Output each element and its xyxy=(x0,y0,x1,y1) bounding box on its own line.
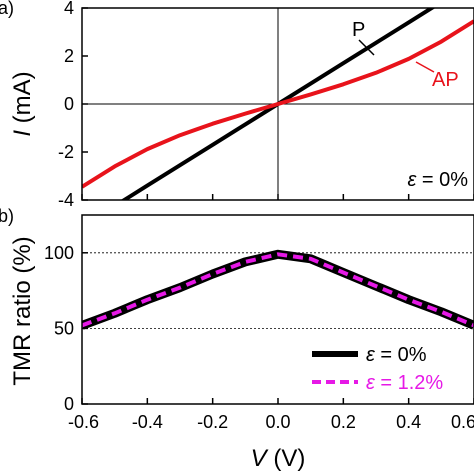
panel-b-y-tick-label: 50 xyxy=(54,318,74,338)
panel-b: b) 0 50 100 -0.6 -0.4 -0.2 0.0 0.2 0.4 0.6 TMR r… xyxy=(0,206,474,472)
series-label-p-leader xyxy=(358,39,375,56)
series-label-ap-leader xyxy=(415,61,435,73)
panel-b-y-ticks: 0 50 100 xyxy=(44,243,88,414)
legend: ε = 0% ε = 1.2% xyxy=(312,344,443,394)
panel-b-y-tick-label: 100 xyxy=(44,243,74,263)
panel-b-x-tick-label: 0.4 xyxy=(396,412,421,432)
panel-a-y-tick-label: 2 xyxy=(64,46,74,66)
panel-b-series-group xyxy=(82,249,474,330)
panel-b-reference-lines xyxy=(82,252,474,329)
x-axis-unit: (V) xyxy=(267,445,306,472)
panel-a-label: a) xyxy=(0,0,14,18)
legend-strain-1-2-value: = 1.2% xyxy=(375,372,444,394)
panel-a-strain-symbol: ε xyxy=(408,169,418,191)
panel-b-series-line-strain-0 xyxy=(82,249,474,330)
series-label-ap: AP xyxy=(432,69,459,91)
legend-strain-0-value: = 0% xyxy=(375,344,427,366)
panel-a-y-axis-symbol: I xyxy=(9,130,36,137)
panel-a-y-ticks: 4 2 0 -2 -4 xyxy=(58,0,88,210)
legend-label-strain-0: ε = 0% xyxy=(366,344,427,366)
panel-b-x-tick-label: 0.0 xyxy=(265,412,290,432)
panel-a-y-axis-title: I (mA) xyxy=(9,71,36,136)
panel-a-series-line-ap xyxy=(82,19,474,189)
panel-a-series-group xyxy=(82,8,474,200)
panel-b-label: b) xyxy=(0,206,14,226)
panel-b-x-tick-label: 0.2 xyxy=(331,412,356,432)
panel-b-x-tick-label: -0.2 xyxy=(197,412,228,432)
panel-a-y-axis-unit: (mA) xyxy=(9,71,36,130)
x-axis-symbol: V xyxy=(251,445,269,472)
panel-b-x-ticks: -0.6 -0.4 -0.2 0.0 0.2 0.4 0.6 xyxy=(68,398,474,432)
panel-b-x-tick-label: -0.6 xyxy=(68,412,99,432)
panel-a: a) 4 2 0 -2 -4 I (mA) P AP ε = 0% xyxy=(0,0,474,210)
x-axis-title: V (V) xyxy=(251,445,306,472)
panel-a-y-tick-label: -2 xyxy=(58,142,74,162)
panel-a-strain-value: = 0% xyxy=(416,169,468,191)
panel-a-x-ticks xyxy=(81,194,474,200)
legend-strain-0-symbol: ε xyxy=(366,344,376,366)
panel-a-strain-annotation: ε = 0% xyxy=(408,169,469,191)
panel-a-y-tick-label: 4 xyxy=(64,0,74,18)
panel-b-series-line-strain-1-2 xyxy=(82,252,474,328)
panel-b-y-tick-label: 0 xyxy=(64,394,74,414)
panel-a-y-tick-label: 0 xyxy=(64,94,74,114)
panel-b-x-tick-label: -0.4 xyxy=(132,412,163,432)
panel-b-x-tick-label: 0.6 xyxy=(451,412,474,432)
series-label-p: P xyxy=(352,19,365,41)
panel-b-y-axis-title: TMR ratio (%) xyxy=(9,236,36,385)
legend-label-strain-1-2: ε = 1.2% xyxy=(366,372,443,394)
panel-a-y-tick-label: -4 xyxy=(58,190,74,210)
legend-strain-1-2-symbol: ε xyxy=(366,372,376,394)
